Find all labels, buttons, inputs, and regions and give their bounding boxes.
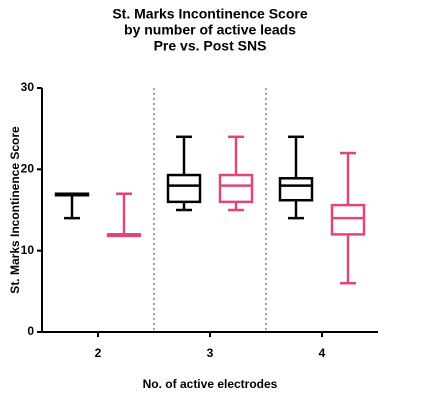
box	[278, 177, 314, 202]
y-axis-label: St. Marks Incontinence Score	[8, 126, 22, 294]
y-tick-label: 30	[21, 80, 35, 94]
box	[218, 173, 254, 204]
x-tick-label: 3	[207, 346, 214, 360]
x-tick-label: 2	[95, 346, 102, 360]
chart-title: by number of active leads	[124, 22, 296, 38]
box	[166, 173, 202, 204]
box	[330, 203, 366, 236]
y-tick-label: 0	[27, 324, 34, 338]
x-axis-label: No. of active electrodes	[143, 377, 278, 391]
y-tick-label: 20	[21, 162, 35, 176]
chart-title: St. Marks Incontinence Score	[112, 6, 307, 22]
y-tick-label: 10	[21, 243, 35, 257]
chart-title: Pre vs. Post SNS	[154, 38, 267, 54]
x-tick-label: 4	[319, 346, 326, 360]
